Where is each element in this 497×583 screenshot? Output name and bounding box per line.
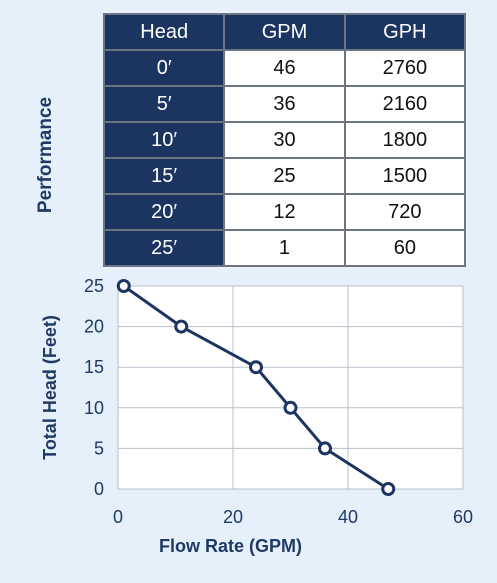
- gpm-cell: 1: [223, 229, 346, 267]
- data-point: [283, 400, 298, 415]
- table-row: 0′ 46 2760: [102, 49, 467, 87]
- x-tick-label: 20: [223, 507, 243, 527]
- gph-cell: 1800: [343, 121, 467, 159]
- gpm-cell: 30: [223, 121, 346, 159]
- x-tick-label: 0: [113, 507, 123, 527]
- head-cell: 25′: [102, 229, 226, 267]
- data-point: [174, 319, 189, 334]
- gph-cell: 720: [343, 193, 467, 231]
- plot-border: [117, 285, 464, 490]
- gph-cell: 2160: [343, 85, 467, 123]
- header-gph: GPH: [343, 13, 467, 51]
- series-line: [122, 284, 390, 491]
- table-header-row: Head GPM GPH: [102, 13, 467, 51]
- gpm-cell: 12: [223, 193, 346, 231]
- chart-svg: 0 20 40 60 0 5 10 15 20 25 Flow Rate (GPM) Total He…: [40, 276, 473, 556]
- x-tick-label: 60: [453, 507, 473, 527]
- data-point: [318, 441, 332, 456]
- head-cell: 20′: [102, 193, 226, 231]
- table-row: 25′ 1 60: [102, 229, 467, 267]
- head-cell: 5′: [102, 85, 226, 123]
- data-point: [116, 279, 131, 293]
- data-point: [381, 482, 396, 496]
- gpm-cell: 25: [223, 157, 346, 195]
- gph-cell: 2760: [343, 49, 467, 87]
- y-tick-label: 0: [94, 479, 104, 499]
- plot-area: [118, 286, 463, 489]
- gph-cell: 1500: [343, 157, 467, 195]
- y-tick-label: 15: [84, 357, 104, 377]
- table-row: 10′ 30 1800: [102, 121, 467, 159]
- table-row: 20′ 12 720: [102, 193, 467, 231]
- x-tick-label: 40: [338, 507, 358, 527]
- table-row: 15′ 25 1500: [102, 157, 467, 195]
- performance-label: Performance: [35, 96, 56, 214]
- head-cell: 0′: [102, 49, 226, 87]
- y-tick-label: 10: [84, 398, 104, 418]
- gpm-cell: 36: [223, 85, 346, 123]
- y-axis-label: Total Head (Feet): [40, 315, 60, 460]
- y-tick-label: 20: [84, 317, 104, 337]
- y-tick-label: 25: [84, 276, 104, 296]
- performance-chart: 0 20 40 60 0 5 10 15 20 25 Flow Rate (GPM) Total He…: [0, 268, 497, 578]
- gpm-cell: 46: [223, 49, 346, 87]
- performance-table: Head GPM GPH 0′ 46 2760 5′ 36 2160 10′ 3…: [102, 13, 467, 267]
- table-row: 5′ 36 2160: [102, 85, 467, 123]
- y-tick-label: 5: [94, 438, 104, 458]
- gph-cell: 60: [343, 229, 467, 267]
- data-point: [249, 360, 263, 375]
- head-cell: 15′: [102, 157, 226, 195]
- header-head: Head: [102, 13, 226, 51]
- x-axis-label: Flow Rate (GPM): [159, 536, 302, 556]
- head-cell: 10′: [102, 121, 226, 159]
- header-gpm: GPM: [223, 13, 346, 51]
